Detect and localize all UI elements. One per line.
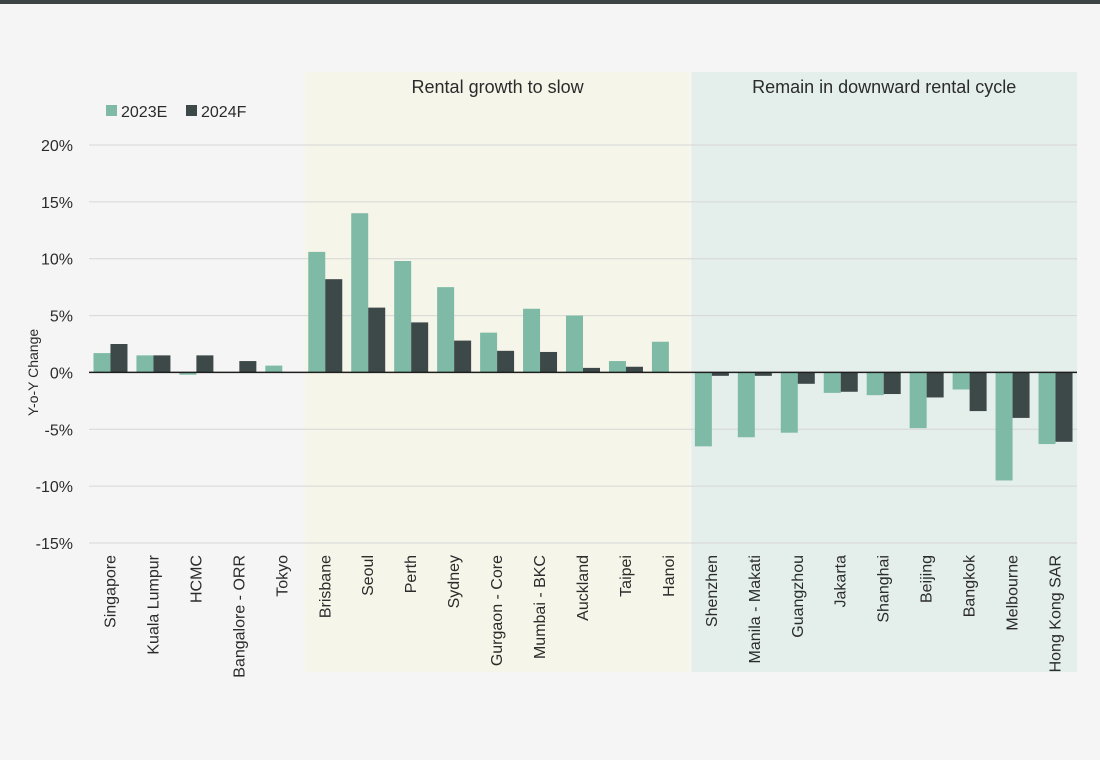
bar-2023E-hong-kong-sar [1038,372,1056,445]
y-tick-label: -5% [45,422,73,439]
y-tick-label: -15% [36,536,73,553]
bar-2024F-taipei [625,366,643,373]
x-tick-label: Taipei [618,555,635,597]
y-tick-label: 0% [50,365,73,382]
y-tick-label: -10% [36,479,73,496]
bar-2023E-auckland [566,315,583,373]
bar-2024F-jakarta [840,372,858,392]
legend-swatch-2023E [106,105,117,116]
y-tick-label: 5% [50,309,73,326]
bar-2023E-shenzhen [694,372,712,447]
y-tick-label: 15% [41,195,73,212]
bar-2024F-beijing [926,372,944,398]
bar-2024F-manila-makati [754,372,772,376]
x-tick-label: Bangalore - ORR [231,555,248,678]
legend-label-2024F: 2024F [201,104,247,121]
bar-2023E-kuala-lumpur [136,355,154,373]
bar-2023E-shanghai [866,372,884,396]
legend-label-2023E: 2023E [121,104,167,121]
x-tick-label: Seoul [360,555,377,596]
bar-2023E-tokyo [265,365,283,373]
region-label-1: Rental growth to slow [412,77,585,97]
y-tick-label: 20% [41,138,73,155]
bar-2023E-brisbane [308,251,326,373]
bar-2023E-melbourne [995,372,1013,481]
x-tick-label: Mumbai - BKC [532,555,549,659]
x-tick-label: Jakarta [833,555,850,608]
top-rule [0,0,1100,4]
bar-2023E-sydney [437,287,455,373]
bar-2024F-gurgaon-core [497,350,515,373]
bar-2024F-bangkok [969,372,987,412]
bar-2023E-hcmc [179,372,197,375]
bar-2024F-perth [411,322,429,373]
bar-2023E-taipei [608,361,626,373]
bar-2024F-hcmc [196,355,214,373]
bar-2024F-singapore [110,344,128,373]
bar-2023E-mumbai-bkc [523,308,541,373]
y-tick-label: 10% [41,252,73,269]
x-tick-label: Guangzhou [790,555,807,638]
bar-2024F-sydney [454,340,472,373]
x-tick-label: Auckland [575,555,592,621]
bar-2024F-shenzhen [711,372,729,376]
bar-2024F-melbourne [1012,372,1030,418]
bar-2023E-beijing [909,372,927,429]
bar-2024F-hong-kong-sar [1055,372,1073,442]
x-tick-label: Melbourne [1005,555,1022,631]
x-tick-label: HCMC [188,555,205,603]
region-label-2: Remain in downward rental cycle [752,77,1016,97]
bar-2024F-guangzhou [797,372,815,384]
bar-2024F-seoul [368,307,386,373]
bar-2023E-perth [394,260,412,373]
bar-2023E-gurgaon-core [480,332,498,373]
x-tick-label: Shanghai [876,555,893,623]
bar-2023E-singapore [93,353,111,373]
bar-2024F-auckland [583,367,600,373]
bar-2024F-kuala-lumpur [153,355,171,373]
bar-2024F-brisbane [325,279,343,373]
x-tick-label: Manila - Makati [747,555,764,663]
x-tick-label: Sydney [446,555,463,608]
bar-2024F-bangalore-orr [239,361,257,373]
x-tick-label: Hong Kong SAR [1048,555,1065,672]
bar-2024F-shanghai [883,372,901,395]
x-tick-label: Kuala Lumpur [145,554,162,654]
bar-2023E-bangkok [952,372,970,390]
bar-2024F-mumbai-bkc [540,351,558,373]
x-tick-label: Tokyo [274,555,291,597]
bar-2023E-jakarta [823,372,841,393]
x-tick-label: Bangkok [962,554,979,617]
x-tick-label: Beijing [919,555,936,603]
bar-2023E-manila-makati [737,372,755,438]
bar-2023E-guangzhou [780,372,798,433]
y-axis-label: Y-o-Y Change [25,329,41,416]
x-tick-label: Gurgaon - Core [489,555,506,666]
bar-2023E-hanoi [651,341,669,373]
legend-swatch-2024F [186,105,197,116]
x-tick-label: Singapore [102,555,119,628]
x-tick-label: Shenzhen [704,555,721,627]
x-tick-label: Brisbane [317,555,334,618]
x-tick-label: Hanoi [661,555,678,597]
x-tick-label: Perth [403,555,420,593]
bar-2023E-seoul [351,213,369,373]
